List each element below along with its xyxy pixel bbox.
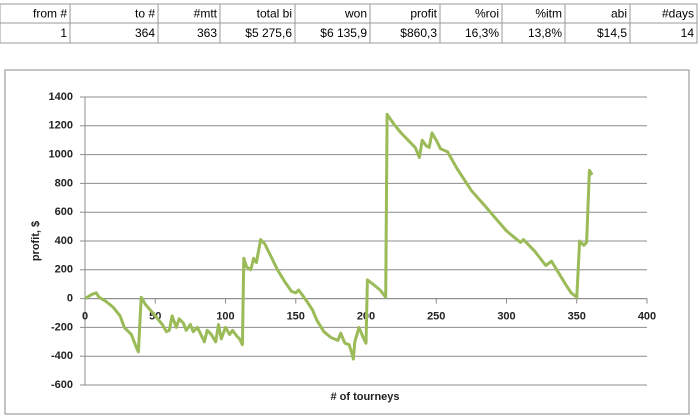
data-cell: 364 bbox=[135, 26, 155, 40]
y-tick-label: 1000 bbox=[49, 149, 73, 161]
y-tick-label: 0 bbox=[67, 293, 73, 305]
x-tick-label: 400 bbox=[638, 311, 656, 323]
y-tick-label: 800 bbox=[55, 177, 73, 189]
y-tick-label: -400 bbox=[51, 350, 73, 362]
data-cell: 13,8% bbox=[528, 26, 562, 40]
x-tick-label: 150 bbox=[287, 311, 305, 323]
data-cell: $6 135,9 bbox=[320, 26, 367, 40]
x-tick-label: 0 bbox=[82, 311, 88, 323]
data-cell: 363 bbox=[197, 26, 217, 40]
y-tick-label: -600 bbox=[51, 379, 73, 391]
y-tick-label: 1400 bbox=[49, 91, 73, 103]
y-tick-label: 1200 bbox=[49, 120, 73, 132]
header-cell: from # bbox=[33, 7, 67, 21]
series-line bbox=[84, 112, 594, 361]
data-cell: $5 275,6 bbox=[245, 26, 292, 40]
header-cell: won bbox=[344, 7, 367, 21]
data-cell: 14 bbox=[681, 26, 695, 40]
y-tick-label: -200 bbox=[51, 321, 73, 333]
x-tick-label: 350 bbox=[568, 311, 586, 323]
header-cell: abi bbox=[611, 7, 627, 21]
spreadsheet: from # to # #mtt total bi won profit %roi %itm a… bbox=[0, 3, 698, 44]
header-cell: total bi bbox=[257, 7, 292, 21]
x-tick-label: 300 bbox=[497, 311, 515, 323]
header-cell: #mtt bbox=[194, 7, 218, 21]
data-cell: $14,5 bbox=[597, 26, 627, 40]
cell-border bbox=[629, 22, 698, 44]
y-tick-label: 600 bbox=[55, 206, 73, 218]
y-axis-label: profit, $ bbox=[30, 221, 42, 261]
y-tick-label: 400 bbox=[55, 235, 73, 247]
y-tick-label: 200 bbox=[55, 264, 73, 276]
data-cell: $860,3 bbox=[400, 26, 437, 40]
header-cell: #days bbox=[662, 7, 694, 21]
header-cell: %roi bbox=[475, 7, 499, 21]
header-cell: to # bbox=[135, 7, 155, 21]
header-cell: profit bbox=[410, 7, 437, 21]
header-cell: %itm bbox=[535, 7, 562, 21]
x-axis-label: # of tourneys bbox=[330, 391, 399, 403]
x-tick-label: 100 bbox=[216, 311, 234, 323]
data-cell: 1 bbox=[60, 26, 67, 40]
data-cell: 16,3% bbox=[465, 26, 499, 40]
x-tick-label: 250 bbox=[427, 311, 445, 323]
